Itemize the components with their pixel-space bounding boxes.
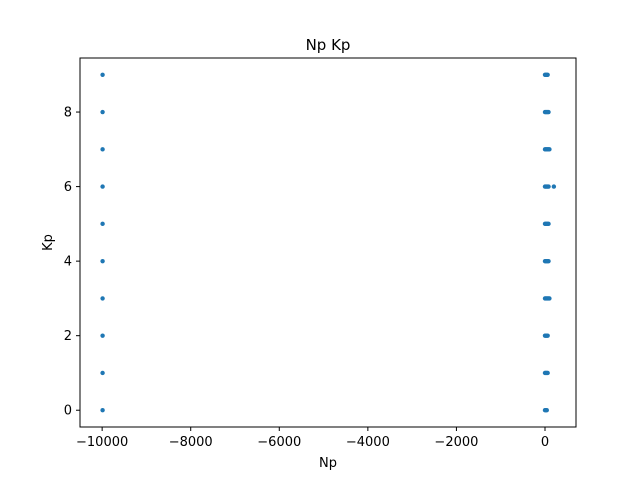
data-point [545, 72, 550, 77]
data-point [547, 296, 552, 301]
data-point [100, 184, 105, 189]
data-point [545, 370, 550, 376]
y-tick-label: 4 [64, 255, 72, 270]
y-axis: 0 2 4 6 8 [64, 106, 80, 419]
x-tick-label: −2000 [434, 435, 478, 450]
data-point [100, 333, 105, 338]
x-axis-title: Np [319, 456, 337, 471]
data-point [100, 147, 105, 152]
x-tick-label: 0 [541, 435, 549, 450]
data-point [100, 221, 105, 227]
y-tick-label: 6 [64, 180, 72, 195]
data-point [546, 184, 551, 189]
data-point [100, 258, 105, 264]
y-tick-label: 0 [64, 404, 72, 419]
data-point [546, 109, 551, 115]
x-tick-label: −8000 [169, 435, 213, 450]
data-point [546, 258, 551, 264]
data-point [100, 370, 105, 376]
data-point [551, 184, 557, 189]
data-point [100, 109, 105, 115]
points-layer [100, 72, 557, 413]
x-tick-label: −10000 [76, 435, 128, 450]
chart-title: Np Kp [306, 36, 351, 54]
data-point [546, 221, 551, 227]
data-point [547, 147, 552, 152]
x-tick-label: −4000 [346, 435, 390, 450]
y-tick-label: 2 [64, 329, 72, 344]
data-point [100, 72, 105, 77]
data-point [100, 408, 105, 413]
plot-frame [79, 57, 577, 428]
data-point [544, 408, 549, 413]
y-tick-label: 8 [64, 106, 72, 121]
x-axis: −10000 −8000 −6000 −4000 −2000 0 [76, 427, 549, 450]
data-point [545, 333, 550, 338]
x-tick-label: −6000 [257, 435, 301, 450]
data-point [100, 296, 105, 301]
y-axis-title: Kp [41, 234, 56, 251]
